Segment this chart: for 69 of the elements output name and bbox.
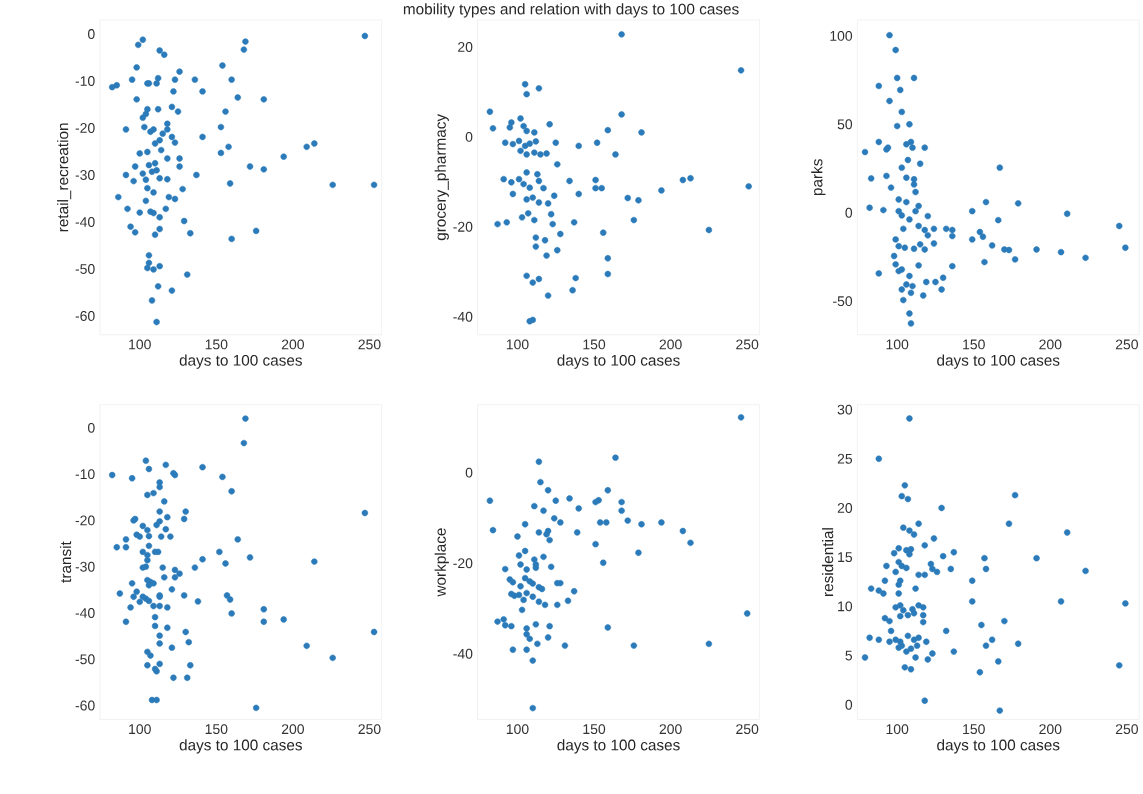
y-tick-label: -50 (75, 263, 95, 274)
x-tick-label: 250 (358, 339, 381, 350)
y-tick-label: -50 (833, 296, 853, 306)
y-tick-label: -40 (453, 311, 473, 322)
y-tick-label: -40 (75, 607, 95, 618)
y-tick-label: 0 (845, 207, 853, 218)
x-tick-label: 250 (736, 723, 759, 734)
y-axis-title: grocery_pharmacy (434, 113, 449, 240)
y-tick-label: 0 (465, 467, 473, 478)
y-tick-label: -20 (453, 221, 473, 232)
y-axis-title: residential (822, 528, 834, 596)
y-tick-label: -30 (75, 169, 95, 180)
y-tick-label: -20 (75, 515, 95, 526)
x-tick-label: 200 (281, 723, 305, 734)
y-tick-label: -10 (75, 75, 95, 86)
y-tick-label: -50 (75, 654, 95, 665)
y-tick-label: -20 (453, 558, 473, 568)
y-tick-label: 10 (838, 601, 853, 612)
x-tick-label: 200 (659, 723, 682, 734)
y-axis-title: retail_recreation (57, 123, 72, 232)
y-tick-label: -40 (75, 216, 95, 227)
y-tick-label: -60 (75, 700, 95, 711)
x-tick-label: 100 (506, 723, 529, 734)
x-tick-label: 200 (1039, 723, 1062, 734)
y-axis-title: transit (59, 541, 72, 583)
y-tick-label: 15 (838, 552, 853, 562)
x-axis-title: days to 100 cases (557, 739, 680, 754)
y-tick-label: 0 (87, 28, 95, 39)
x-tick-label: 150 (963, 723, 985, 734)
x-tick-label: 200 (1039, 339, 1062, 350)
y-tick-label: 100 (830, 30, 853, 41)
x-tick-label: 250 (358, 723, 381, 734)
x-axis-title: days to 100 cases (937, 354, 1060, 369)
y-tick-label: 25 (837, 453, 853, 464)
text: mobility types and relation with days to 100 cases (403, 3, 739, 18)
x-tick-label: 100 (129, 723, 151, 734)
y-tick-label: 30 (837, 404, 853, 415)
y-tick-label: -40 (453, 648, 473, 659)
y-tick-label: 50 (837, 119, 853, 130)
y-tick-label: -30 (75, 561, 95, 572)
x-tick-label: 100 (886, 723, 909, 734)
x-axis-title: days to 100 cases (557, 354, 680, 369)
y-tick-label: 20 (837, 502, 853, 513)
y-tick-label: 0 (465, 131, 473, 142)
y-tick-label: 20 (458, 41, 473, 52)
x-tick-label: 150 (583, 339, 606, 350)
x-tick-label: 150 (583, 723, 606, 734)
x-tick-label: 100 (506, 339, 529, 350)
y-tick-label: 0 (87, 422, 95, 433)
x-tick-label: 250 (1115, 339, 1139, 350)
y-axis-title: parks (811, 159, 826, 195)
y-axis-title: workplace (434, 528, 449, 597)
y-tick-label: 0 (845, 699, 853, 710)
x-tick-label: 250 (1115, 723, 1139, 734)
x-tick-label: 150 (963, 339, 985, 350)
x-tick-label: 200 (659, 339, 682, 350)
x-axis-title: days to 100 cases (179, 739, 302, 754)
x-tick-label: 250 (736, 339, 759, 350)
x-tick-label: 100 (886, 339, 909, 350)
x-tick-label: 100 (129, 339, 151, 350)
y-tick-label: -10 (75, 468, 95, 479)
y-tick-label: 5 (845, 650, 853, 661)
y-tick-label: -60 (75, 310, 95, 321)
x-axis-title: days to 100 cases (179, 354, 302, 369)
x-tick-label: 150 (205, 339, 228, 350)
x-tick-label: 150 (205, 723, 228, 734)
x-axis-title: days to 100 cases (937, 739, 1060, 754)
y-tick-label: -20 (75, 122, 95, 133)
x-tick-label: 200 (281, 339, 305, 350)
